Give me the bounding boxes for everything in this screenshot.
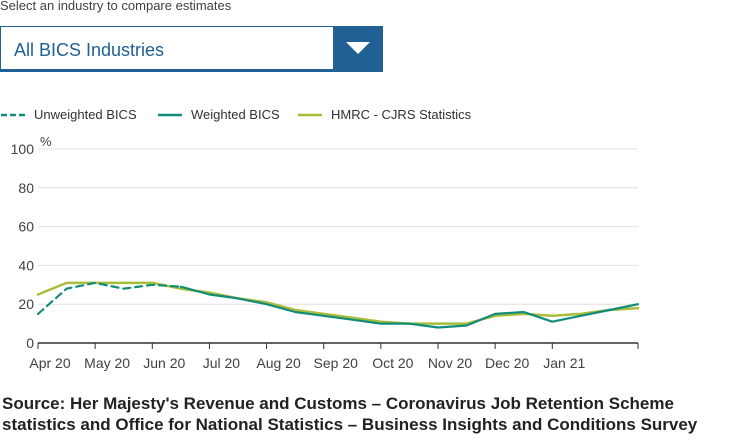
x-tick-label: Oct 20 (372, 355, 413, 371)
x-tick-label: Jan 21 (543, 355, 585, 371)
y-tick-label: 80 (18, 180, 34, 196)
y-tick-label: 100 (11, 141, 35, 157)
y-tick-label: 20 (18, 296, 34, 312)
legend-swatch-weighted (158, 113, 182, 117)
y-axis-unit: % (40, 134, 52, 149)
industry-select-value: All BICS Industries (14, 40, 165, 60)
legend-label-weighted: Weighted BICS (191, 107, 280, 122)
legend-label-hmrc: HMRC - CJRS Statistics (331, 107, 472, 122)
legend-swatch-unweighted (1, 113, 25, 117)
series-line-1 (179, 285, 640, 329)
x-tick-label: Sep 20 (314, 355, 359, 371)
legend-swatch-hmrc (298, 113, 322, 117)
x-tick-label: Jun 20 (143, 355, 185, 371)
x-tick-label: Nov 20 (428, 355, 473, 371)
x-tick-label: May 20 (84, 355, 130, 371)
chevron-down-icon (346, 42, 370, 54)
series-line-0 (36, 281, 182, 315)
industry-select-label: Select an industry to compare estimates (0, 0, 232, 13)
y-tick-label: 40 (18, 257, 34, 273)
legend-label-unweighted: Unweighted BICS (34, 107, 137, 122)
y-tick-label: 60 (18, 219, 34, 235)
y-tick-label: 0 (26, 335, 34, 351)
industry-select[interactable]: All BICS Industries (0, 26, 383, 72)
chart-source: Source: Her Majesty's Revenue and Custom… (2, 394, 698, 434)
dropdown-button[interactable] (333, 27, 382, 70)
series-line-2 (36, 281, 640, 325)
x-tick-label: Apr 20 (29, 355, 70, 371)
x-tick-label: Jul 20 (203, 355, 241, 371)
x-tick-label: Dec 20 (485, 355, 530, 371)
line-chart: 0 20 40 60 80 100 % Apr 20 May 20 Jun 20 Jul 20 Aug… (11, 134, 640, 371)
x-tick-label: Aug 20 (256, 355, 301, 371)
